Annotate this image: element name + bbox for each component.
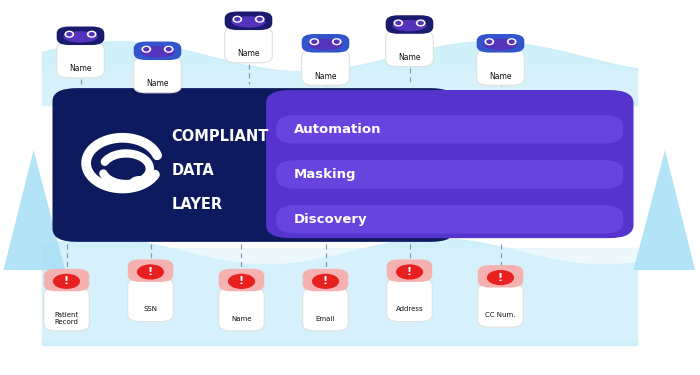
Ellipse shape [484, 38, 494, 45]
FancyBboxPatch shape [477, 50, 524, 86]
FancyBboxPatch shape [386, 278, 432, 321]
Ellipse shape [486, 39, 492, 44]
Text: LAYER: LAYER [172, 197, 223, 212]
Text: Name: Name [314, 72, 337, 81]
FancyBboxPatch shape [302, 288, 349, 331]
FancyBboxPatch shape [134, 42, 181, 60]
FancyBboxPatch shape [218, 288, 265, 331]
FancyBboxPatch shape [386, 31, 433, 67]
Ellipse shape [255, 16, 265, 23]
Ellipse shape [507, 38, 517, 45]
FancyBboxPatch shape [225, 27, 272, 63]
Polygon shape [4, 150, 65, 270]
FancyBboxPatch shape [386, 260, 432, 282]
Ellipse shape [393, 20, 426, 31]
Circle shape [54, 274, 79, 288]
Ellipse shape [87, 31, 97, 38]
Text: Name: Name [231, 316, 252, 322]
FancyBboxPatch shape [52, 88, 455, 242]
Ellipse shape [312, 39, 317, 44]
Ellipse shape [144, 47, 150, 51]
Text: CC Num.: CC Num. [485, 312, 516, 318]
Polygon shape [634, 150, 695, 270]
FancyBboxPatch shape [266, 90, 634, 238]
Text: !: ! [498, 273, 503, 283]
FancyBboxPatch shape [302, 34, 349, 53]
Text: Patient
Record: Patient Record [55, 312, 78, 326]
Text: !: ! [323, 276, 328, 286]
FancyBboxPatch shape [477, 34, 524, 53]
Text: !: ! [148, 267, 153, 277]
Circle shape [229, 274, 254, 288]
FancyBboxPatch shape [57, 42, 104, 78]
Ellipse shape [395, 21, 401, 25]
Text: Address: Address [395, 306, 423, 312]
FancyBboxPatch shape [276, 205, 623, 234]
Ellipse shape [88, 32, 95, 36]
Text: DATA: DATA [172, 163, 214, 178]
Text: Name: Name [69, 64, 92, 74]
Circle shape [138, 265, 163, 279]
Text: SSN: SSN [144, 306, 158, 312]
Circle shape [313, 274, 338, 288]
Ellipse shape [164, 46, 174, 53]
Text: Email: Email [316, 316, 335, 322]
Text: Name: Name [489, 72, 512, 81]
FancyBboxPatch shape [477, 284, 524, 327]
Text: Discovery: Discovery [294, 213, 368, 226]
Ellipse shape [309, 38, 319, 45]
FancyBboxPatch shape [43, 269, 90, 291]
Ellipse shape [417, 21, 424, 25]
Ellipse shape [332, 38, 342, 45]
Ellipse shape [508, 39, 515, 44]
Ellipse shape [484, 39, 517, 50]
Ellipse shape [66, 32, 73, 36]
Ellipse shape [165, 47, 172, 51]
Text: Automation: Automation [294, 123, 382, 136]
FancyBboxPatch shape [302, 50, 349, 86]
FancyBboxPatch shape [57, 27, 104, 45]
FancyBboxPatch shape [127, 260, 174, 282]
FancyBboxPatch shape [134, 57, 181, 93]
Text: Name: Name [398, 53, 421, 62]
FancyBboxPatch shape [386, 15, 433, 34]
Circle shape [488, 271, 513, 285]
Ellipse shape [232, 16, 242, 23]
Circle shape [130, 177, 150, 187]
Text: Name: Name [146, 80, 169, 88]
FancyBboxPatch shape [127, 278, 174, 321]
Ellipse shape [416, 20, 426, 27]
FancyBboxPatch shape [276, 115, 623, 144]
Text: Masking: Masking [294, 168, 356, 181]
Text: !: ! [407, 267, 412, 277]
Circle shape [397, 265, 422, 279]
Ellipse shape [393, 20, 403, 27]
Text: COMPLIANT: COMPLIANT [172, 129, 269, 144]
Text: !: ! [239, 276, 244, 286]
Text: Name: Name [237, 50, 260, 58]
Ellipse shape [334, 39, 340, 44]
FancyBboxPatch shape [225, 12, 272, 30]
Ellipse shape [309, 39, 342, 50]
Ellipse shape [64, 31, 74, 38]
Ellipse shape [234, 17, 241, 21]
FancyBboxPatch shape [276, 160, 623, 189]
FancyBboxPatch shape [43, 288, 90, 331]
Text: !: ! [64, 276, 69, 286]
FancyBboxPatch shape [302, 269, 349, 291]
FancyBboxPatch shape [477, 265, 524, 288]
Ellipse shape [141, 46, 174, 57]
Ellipse shape [256, 17, 262, 21]
Ellipse shape [64, 31, 97, 42]
Ellipse shape [141, 46, 151, 53]
FancyBboxPatch shape [218, 269, 265, 291]
Ellipse shape [232, 16, 265, 27]
